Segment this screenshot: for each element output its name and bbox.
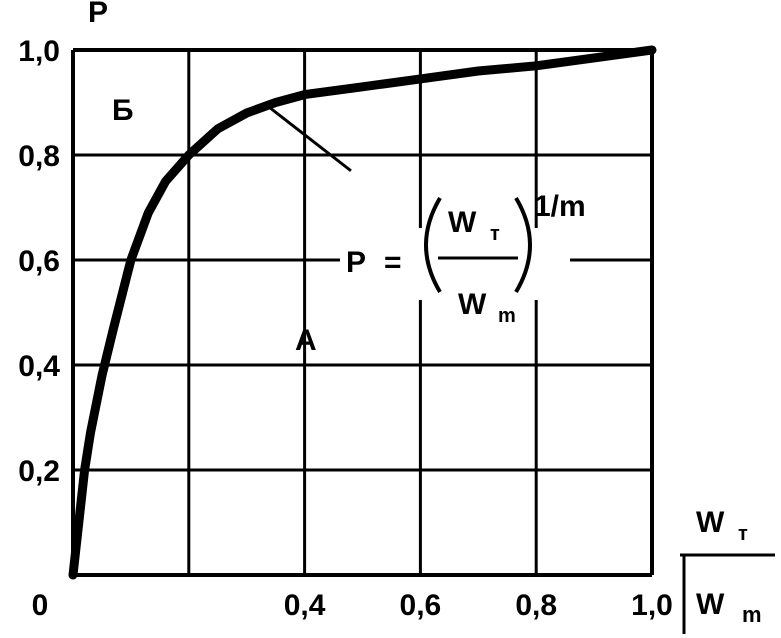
formula-right-paren [514,196,532,294]
y-tick-label: 0,2 [18,455,60,488]
x-axis-fraction: W т W m [680,506,775,634]
x-tick-label: 0,4 [284,589,326,622]
formula-exponent: 1/m [534,190,586,223]
x-tick-label: 1,0 [631,589,673,622]
x-axis-numerator-sub: т [738,523,748,545]
y-tick-label: 0,8 [18,140,60,173]
formula-leader-line [268,106,352,172]
y-tick-label: 0,4 [18,350,60,383]
y-axis-title: P [88,0,108,29]
formula-numerator-sub: т [490,223,500,245]
leader-group [268,106,352,172]
series-line [68,45,657,580]
y-tick-label: 0,6 [18,245,60,278]
formula-equals: = [384,246,402,279]
x-axis-numerator: W [696,506,725,539]
x-axis-denominator: W [696,588,725,621]
formula-denominator-sub: m [498,305,516,327]
formula-denominator: W [458,288,487,321]
chart-grid [71,48,654,577]
x-tick-label: 0,6 [400,589,442,622]
formula-left-paren [424,196,442,294]
x-tick-label: 0,8 [515,589,557,622]
formula-lhs: P [346,246,366,279]
y-tick-label: 1,0 [18,35,60,68]
region-label-b: Б [112,94,134,127]
formula-numerator: W [448,206,477,239]
x-axis-denominator-sub: m [742,602,762,627]
curve-group [68,45,657,580]
formula: P = W т W m 1/m [340,190,586,327]
tick-labels: 0,4 0,6 0,8 1,0 0,2 0,4 0,6 0,8 1,0 0 [18,35,673,622]
origin-label: 0 [32,589,49,622]
region-label-a: A [295,324,317,357]
